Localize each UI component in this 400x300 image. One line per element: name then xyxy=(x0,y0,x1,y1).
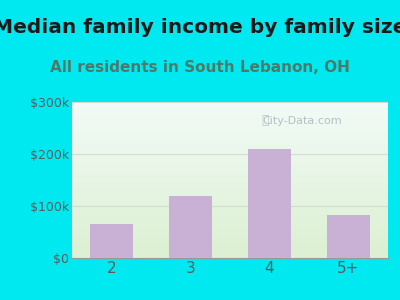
Bar xyxy=(169,196,212,258)
Text: Median family income by family size: Median family income by family size xyxy=(0,18,400,37)
Text: All residents in South Lebanon, OH: All residents in South Lebanon, OH xyxy=(50,60,350,75)
Bar xyxy=(90,224,133,258)
Text: City-Data.com: City-Data.com xyxy=(263,116,342,126)
Bar xyxy=(248,149,291,258)
Bar xyxy=(327,215,370,258)
Text: ⓘ: ⓘ xyxy=(261,114,268,127)
